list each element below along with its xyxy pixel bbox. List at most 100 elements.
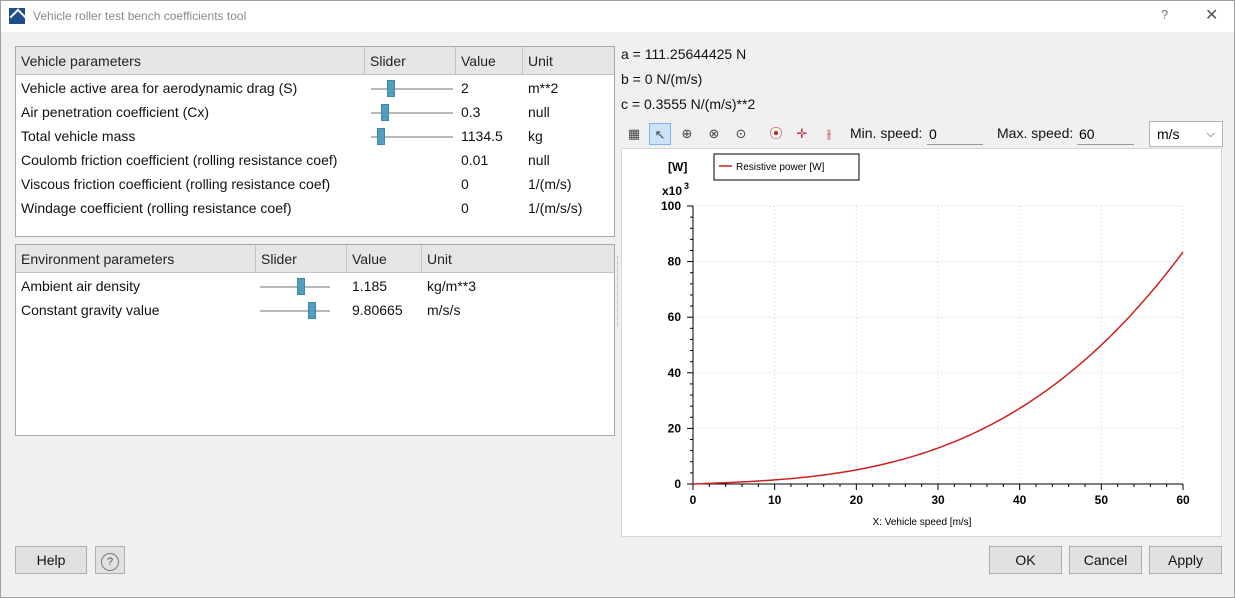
coef-b-label: b = 0 N/(m/s) [621, 71, 703, 87]
table-row[interactable]: Ambient air density 1.185 kg/m**3 [16, 274, 614, 298]
question-circle-icon: ? [101, 553, 119, 571]
environment-parameters-table: Environment parameters Slider Value Unit… [15, 244, 615, 436]
slider-thumb[interactable] [297, 278, 306, 295]
legend-label: Resistive power [W] [736, 162, 825, 173]
legend: Resistive power [W] [713, 153, 860, 181]
title-bar: Vehicle roller test bench coefficients t… [1, 1, 1234, 32]
point-marker-icon[interactable]: ⦿ [769, 126, 783, 141]
col-header-unit[interactable]: Unit [427, 251, 452, 267]
col-header-slider[interactable]: Slider [365, 47, 456, 75]
parameter-name: Coulomb friction coefficient (rolling re… [21, 152, 338, 168]
parameter-unit: 1/(m/s/s) [528, 200, 583, 216]
y-axis-unit-label: [W] [668, 160, 687, 174]
col-header-slider[interactable]: Slider [256, 245, 347, 273]
splitter-handle[interactable] [617, 256, 620, 326]
parameter-name: Viscous friction coefficient (rolling re… [21, 176, 331, 192]
min-speed-input[interactable] [927, 123, 983, 145]
col-header-value[interactable]: Value [456, 47, 523, 75]
chart-toolbar: ▦ ↖ ⊕ ⊗ ⊙ ⦿ ✛ ⫲ Min. speed: Max. speed: … [621, 120, 1223, 148]
table-row[interactable]: Viscous friction coefficient (rolling re… [16, 172, 614, 196]
slider-thumb[interactable] [307, 302, 316, 319]
x-tick-label: 50 [1095, 493, 1109, 507]
col-header-parameter[interactable]: Vehicle parameters [16, 47, 365, 75]
slider-thumb[interactable] [387, 80, 396, 97]
parameter-value[interactable]: 9.80665 [352, 302, 403, 318]
parameter-value[interactable]: 2 [461, 80, 469, 96]
zoom-out-icon[interactable]: ⊗ [708, 126, 720, 141]
parameter-value[interactable]: 1.185 [352, 278, 388, 294]
crosshair-marker-icon[interactable]: ✛ [796, 126, 808, 141]
parameter-value[interactable]: 0 [461, 176, 469, 192]
parameter-unit: kg [528, 128, 543, 144]
x-tick-label: 60 [1176, 493, 1190, 507]
series-line-resistive-power [692, 251, 1184, 485]
close-button[interactable]: ✕ [1205, 7, 1219, 24]
y-tick-label: 20 [668, 421, 682, 435]
parameter-unit: kg/m**3 [427, 278, 477, 294]
window-title: Vehicle roller test bench coefficients t… [33, 9, 247, 23]
parameter-unit: 1/(m/s) [528, 176, 572, 192]
parameter-slider[interactable] [371, 104, 453, 121]
x-tick-label: 40 [1013, 493, 1027, 507]
max-speed-input[interactable] [1077, 123, 1134, 145]
apply-button[interactable]: Apply [1149, 546, 1222, 574]
x-tick-label: 20 [850, 493, 864, 507]
cancel-button[interactable]: Cancel [1069, 546, 1142, 574]
context-help-button[interactable]: ? [1161, 7, 1169, 22]
chevron-down-icon: ⌵ [1206, 128, 1215, 140]
parameter-value[interactable]: 0 [461, 200, 469, 216]
parameter-name: Ambient air density [21, 278, 141, 294]
parameter-name: Windage coefficient (rolling resistance … [21, 200, 292, 216]
context-help-icon-button[interactable]: ? [95, 546, 125, 574]
table-icon[interactable]: ▦ [627, 126, 641, 141]
parameter-unit: null [528, 152, 550, 168]
table-row[interactable]: Vehicle active area for aerodynamic drag… [16, 76, 614, 100]
y-axis-multiplier-base: x10 [662, 184, 682, 198]
table-row[interactable]: Air penetration coefficient (Cx) 0.3 null [16, 100, 614, 124]
x-tick-label: 10 [768, 493, 782, 507]
table-row[interactable]: Windage coefficient (rolling resistance … [16, 196, 614, 220]
environment-table-header: Environment parameters Slider Value Unit [16, 245, 614, 273]
power-chart[interactable]: 0 10 20 30 40 50 60 0 20 40 60 80 100 [W] x10 3 X: Ve… [621, 148, 1222, 537]
dual-marker-icon[interactable]: ⫲ [826, 126, 832, 141]
pointer-icon[interactable]: ↖ [649, 123, 671, 145]
parameter-name: Air penetration coefficient (Cx) [21, 104, 210, 120]
table-row[interactable]: Coulomb friction coefficient (rolling re… [16, 148, 614, 172]
col-header-parameter[interactable]: Environment parameters [16, 245, 256, 273]
y-tick-label: 80 [668, 255, 682, 269]
help-button[interactable]: Help [15, 546, 87, 574]
table-row[interactable]: Constant gravity value 9.80665 m/s/s [16, 298, 614, 322]
parameter-name: Constant gravity value [21, 302, 160, 318]
parameter-value[interactable]: 1134.5 [461, 128, 503, 144]
chart-svg: 0 10 20 30 40 50 60 0 20 40 60 80 100 [W] x10 3 X: Ve… [661, 153, 1190, 528]
x-axis-label: X: Vehicle speed [m/s] [873, 517, 972, 528]
zoom-in-icon[interactable]: ⊕ [681, 126, 693, 141]
speed-unit-select[interactable]: m/s ⌵ [1149, 121, 1223, 147]
col-header-value[interactable]: Value [347, 245, 422, 273]
parameter-unit: m/s/s [427, 302, 461, 318]
vehicle-parameters-table: Vehicle parameters Slider Value Unit Veh… [15, 46, 615, 237]
parameter-name: Total vehicle mass [21, 128, 136, 144]
col-header-unit[interactable]: Unit [528, 53, 553, 69]
max-speed-label: Max. speed: [997, 125, 1074, 141]
parameter-slider[interactable] [260, 278, 330, 295]
y-tick-label: 0 [674, 477, 681, 491]
x-tick-label: 30 [931, 493, 945, 507]
y-tick-label: 40 [668, 366, 682, 380]
y-axis-multiplier-exponent: 3 [684, 181, 689, 191]
slider-thumb[interactable] [381, 104, 390, 121]
slider-thumb[interactable] [376, 128, 385, 145]
parameter-slider[interactable] [260, 302, 330, 319]
min-speed-label: Min. speed: [850, 125, 923, 141]
parameter-name: Vehicle active area for aerodynamic drag… [21, 80, 298, 96]
table-row[interactable]: Total vehicle mass 1134.5 kg [16, 124, 614, 148]
parameter-slider[interactable] [371, 128, 453, 145]
parameter-value[interactable]: 0.01 [461, 152, 489, 168]
app-logo-icon [9, 8, 25, 24]
parameter-value[interactable]: 0.3 [461, 104, 481, 120]
vehicle-table-header: Vehicle parameters Slider Value Unit [16, 47, 614, 75]
zoom-reset-icon[interactable]: ⊙ [735, 126, 747, 141]
parameter-slider[interactable] [371, 80, 453, 97]
ok-button[interactable]: OK [989, 546, 1062, 574]
